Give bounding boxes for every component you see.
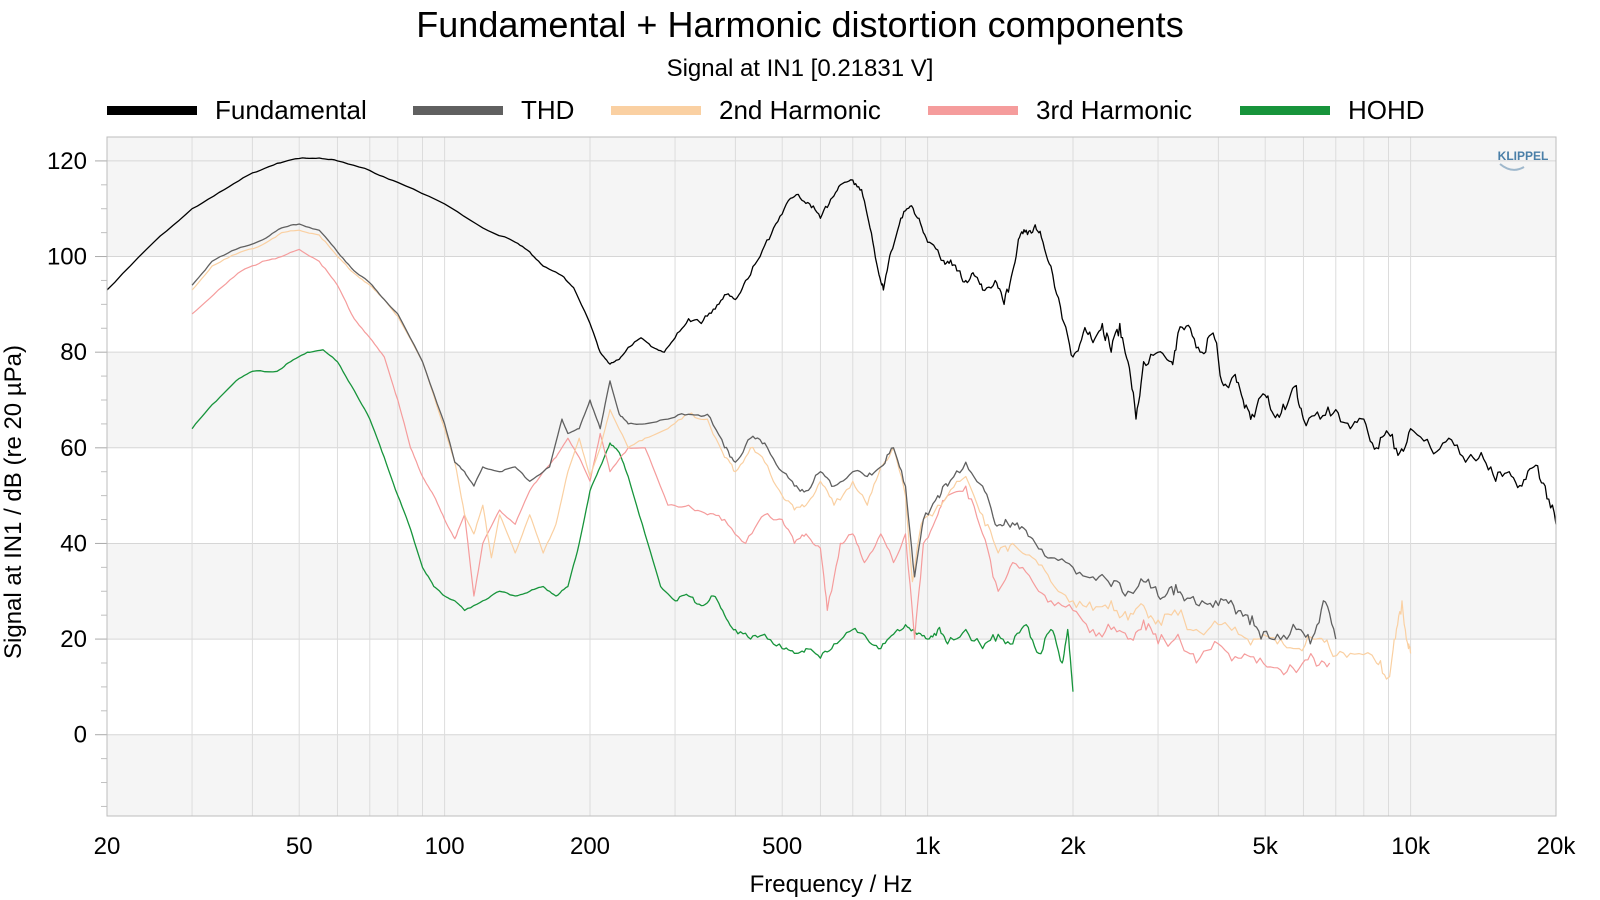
series-hohd [191,349,1074,692]
series-lines [106,157,1557,692]
x-tick-label: 500 [762,833,802,860]
y-tick-label: 60 [60,435,87,462]
logo-text: KLIPPEL [1498,149,1549,163]
y-tick-label: 20 [60,626,87,653]
y-tick-label: 120 [47,148,87,175]
legend-label: HOHD [1348,95,1425,125]
x-tick-label: 100 [425,833,465,860]
y-tick-label: 40 [60,530,87,557]
chart-title: Fundamental + Harmonic distortion compon… [416,4,1183,45]
legend-swatch [611,106,701,115]
plot-band [107,639,1556,735]
x-tick-label: 1k [915,833,941,860]
legend-swatch [107,106,197,115]
plot-bands [107,256,1556,735]
legend-label: 3rd Harmonic [1036,95,1192,125]
plot-band [107,256,1556,353]
x-tick-label: 200 [570,833,610,860]
legend-swatch [928,106,1018,115]
legend-swatch [1240,106,1330,115]
x-axis-label: Frequency / Hz [750,871,913,898]
axis-ticks: 20 50 100 200 500 1k 2k 5k 10k 20k 0 20 40 60 80 100 120 [47,148,1576,860]
legend: Fundamental THD 2nd Harmonic 3rd Harmonic HO… [107,95,1425,125]
x-tick-label: 2k [1060,833,1086,860]
legend-label: Fundamental [215,95,367,125]
y-tick-label: 100 [47,244,87,271]
x-tick-label: 5k [1253,833,1279,860]
legend-label: 2nd Harmonic [719,95,881,125]
y-axis-label: Signal at IN1 / dB (re 20 µPa) [0,345,27,659]
legend-swatch [413,106,503,115]
x-tick-label: 20 [94,833,121,860]
logo-swoosh-icon [1499,163,1525,171]
series-2nd-harmonic [191,229,1412,680]
series-fundamental [106,157,1557,525]
klippel-logo: KLIPPEL [1498,149,1549,171]
plot-band [107,447,1556,544]
plot-frame [106,136,1557,817]
legend-label: THD [521,95,574,125]
series-thd [191,223,1337,645]
series-3rd-harmonic [191,248,1331,676]
x-tick-label: 50 [286,833,313,860]
y-tick-label: 80 [60,339,87,366]
x-tick-label: 10k [1391,833,1431,860]
chart-subtitle: Signal at IN1 [0.21831 V] [667,55,934,82]
x-tick-label: 20k [1537,833,1577,860]
y-tick-label: 0 [74,722,87,749]
